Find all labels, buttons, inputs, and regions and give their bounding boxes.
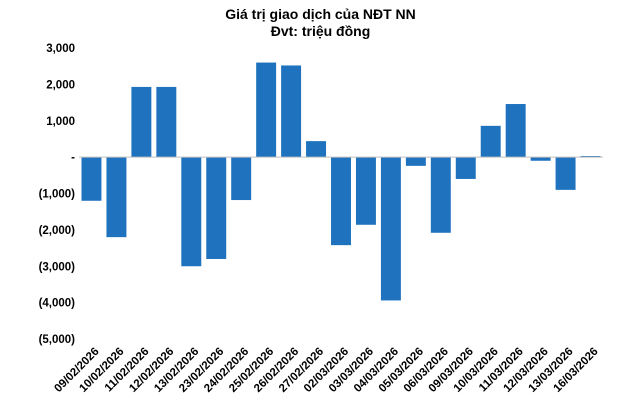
bar [306,141,327,158]
y-axis-labels: 3,000 2,000 1,000 - (1,000) (2,000) (3,000) (4,… [39,43,76,346]
y-tick-label: (1,000) [39,189,76,201]
bars [81,62,601,301]
x-axis-labels: 09/02/202610/02/202611/02/202612/02/2026… [52,346,600,395]
y-tick-label: 1,000 [46,116,75,128]
y-tick-label: (2,000) [39,225,76,237]
y-tick-label: 3,000 [46,43,75,55]
bar [430,157,451,233]
chart-title: Giá trị giao dịch của NĐT NN [225,6,416,22]
y-tick-label: (5,000) [39,334,76,346]
bar [81,157,102,201]
y-tick-label: 2,000 [46,79,75,91]
bar [505,104,526,158]
bar [206,157,227,259]
bar [405,157,426,166]
bar [480,125,501,158]
y-tick-label: (4,000) [39,298,76,310]
bar [580,156,601,158]
bar [555,157,576,190]
chart-subtitle: Đvt: triệu đồng [270,23,371,39]
bar [131,86,152,158]
bar [281,65,302,158]
bar [106,157,127,238]
bar [331,157,351,246]
bar [231,157,252,201]
bar [355,157,376,225]
bar [156,86,177,158]
bar [455,157,476,179]
y-tick-label: (3,000) [39,261,76,273]
bar [256,62,277,158]
bar [380,157,401,301]
bar [181,157,202,267]
bar [530,157,551,161]
y-tick-label: - [71,152,75,164]
